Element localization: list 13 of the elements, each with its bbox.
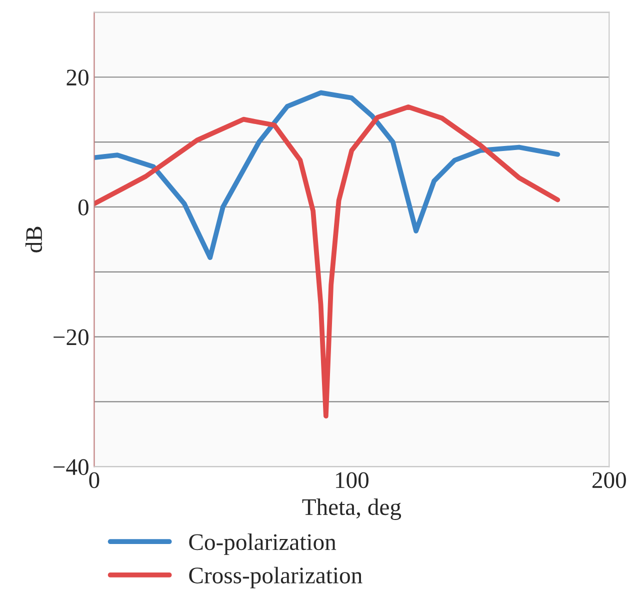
line-series	[94, 90, 560, 260]
line-series	[94, 104, 560, 418]
legend-label: Cross-polarization	[189, 566, 362, 588]
y-axis-title: dB	[25, 226, 42, 252]
x-tick-label: 200	[592, 472, 626, 488]
y-tick-label: −40	[54, 459, 88, 476]
x-axis-title: Theta, deg	[302, 498, 402, 520]
x-tick-label: 100	[336, 472, 368, 488]
y-tick-label: −20	[54, 329, 88, 346]
y-tick-label: 20	[66, 70, 88, 86]
y-tick-label: 0	[78, 199, 88, 216]
legend-label: Co-polarization	[189, 533, 336, 555]
x-tick-label: 0	[89, 472, 100, 488]
